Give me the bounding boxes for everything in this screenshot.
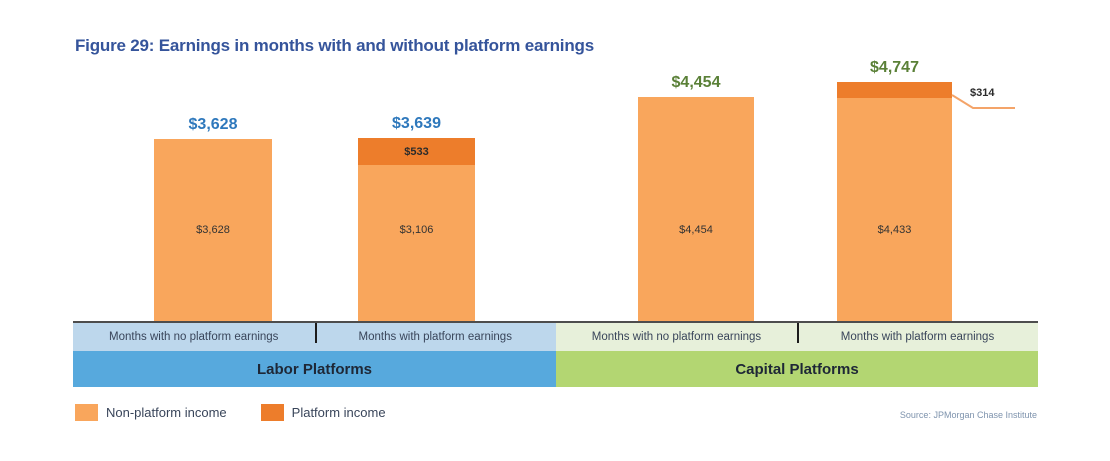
platform-income-segment	[837, 82, 952, 98]
platform-value-label: $533	[404, 145, 429, 158]
source-attribution: Source: JPMorgan Chase Institute	[899, 410, 1037, 420]
plot-area: $3,628 $3,628 $3,639 $533 $3,106 $4,454 …	[154, 59, 1015, 322]
bar-total-label: $3,628	[188, 116, 238, 133]
platform-income-segment: $533	[358, 138, 475, 165]
category-label: Months with no platform earnings	[591, 331, 762, 343]
category-label: Months with platform earnings	[840, 331, 995, 343]
platform-value-callout-line	[951, 94, 1015, 109]
non-platform-income-segment	[358, 165, 475, 322]
labor-platforms-group-band: Labor Platforms	[73, 351, 556, 387]
legend-item-non-platform: Non-platform income	[75, 404, 227, 421]
capital-category-band: Months with no platform earnings Months …	[556, 323, 1038, 351]
x-axis-line	[73, 321, 1038, 323]
non-platform-swatch-icon	[75, 404, 98, 421]
non-platform-value-label: $3,106	[399, 224, 434, 236]
bar-labor-no-platform: $3,628 $3,628	[154, 116, 272, 322]
bar-capital-with-platform: $4,747 $4,433	[837, 59, 952, 322]
bar-labor-with-platform: $3,639 $533 $3,106	[358, 115, 475, 322]
category-divider-tick	[797, 323, 799, 343]
category-divider-tick	[314, 323, 317, 343]
non-platform-income-segment	[638, 97, 754, 322]
non-platform-income-segment	[837, 98, 952, 322]
bar-capital-no-platform: $4,454 $4,454	[638, 74, 754, 322]
legend-label: Non-platform income	[106, 405, 227, 420]
category-label: Months with no platform earnings	[109, 331, 279, 343]
non-platform-value-label: $4,433	[877, 224, 912, 236]
bar-total-label: $3,639	[392, 115, 441, 132]
labor-category-band: Months with no platform earnings Months …	[73, 323, 556, 351]
legend-label: Platform income	[291, 405, 386, 420]
bar-total-label: $4,747	[870, 59, 919, 76]
non-platform-value-label: $4,454	[679, 224, 713, 236]
category-label: Months with platform earnings	[358, 331, 512, 343]
non-platform-income-segment	[154, 139, 272, 322]
bar-total-label: $4,454	[671, 74, 721, 91]
non-platform-value-label: $3,628	[196, 224, 230, 236]
legend: Non-platform income Platform income	[75, 404, 406, 421]
figure-title: Figure 29: Earnings in months with and w…	[75, 36, 594, 55]
platform-value-label: $314	[970, 87, 995, 99]
capital-platforms-group-band: Capital Platforms	[556, 351, 1038, 387]
legend-item-platform: Platform income	[260, 404, 386, 421]
platform-swatch-icon	[260, 404, 284, 421]
